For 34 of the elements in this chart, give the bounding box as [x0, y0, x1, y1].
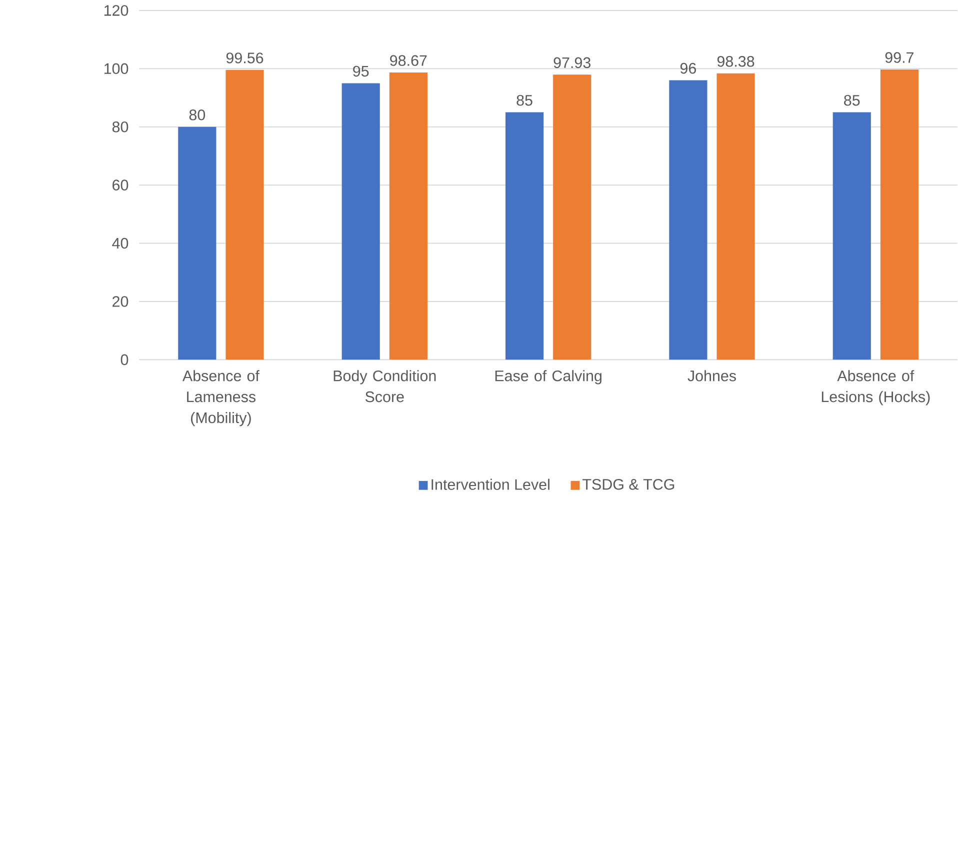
bar — [832, 112, 871, 360]
bar — [716, 74, 755, 360]
x-tick-label: Absence of Lameness (Mobility) — [182, 370, 260, 426]
bar — [342, 83, 380, 360]
data-label: 99.7 — [885, 52, 914, 64]
data-label: 97.93 — [554, 58, 590, 68]
data-label: 98.67 — [390, 55, 427, 66]
data-label: 85 — [844, 95, 860, 106]
x-tick-label: Ease of Calving — [495, 370, 602, 385]
legend-label: TSDG & TCG — [582, 479, 674, 490]
data-label: 95 — [353, 66, 369, 77]
data-label: 99.56 — [226, 52, 264, 64]
y-tick-label: 40 — [112, 238, 128, 249]
data-label: 98.38 — [717, 56, 754, 67]
data-label: 96 — [680, 63, 696, 74]
y-tick-label: 60 — [112, 180, 128, 191]
y-tick-label: 0 — [120, 354, 128, 366]
bar — [669, 80, 708, 360]
x-tick-label: Absence of Lesions (Hocks) — [822, 370, 930, 406]
data-label: 80 — [189, 110, 206, 120]
bar — [505, 112, 544, 360]
bar — [226, 70, 264, 360]
x-tick-label: Johnes — [688, 370, 736, 382]
bar — [178, 127, 216, 360]
y-tick-label: 80 — [112, 122, 128, 132]
y-tick-label: 120 — [104, 5, 128, 16]
bar — [553, 74, 592, 360]
bar — [389, 72, 428, 360]
data-label: 85 — [516, 95, 532, 106]
legend-label: Intervention Level — [432, 479, 550, 490]
bar — [880, 70, 918, 360]
x-tick-label: Body Condition Score — [334, 370, 436, 402]
y-tick-label: 100 — [104, 64, 128, 74]
y-tick-label: 20 — [112, 296, 128, 308]
